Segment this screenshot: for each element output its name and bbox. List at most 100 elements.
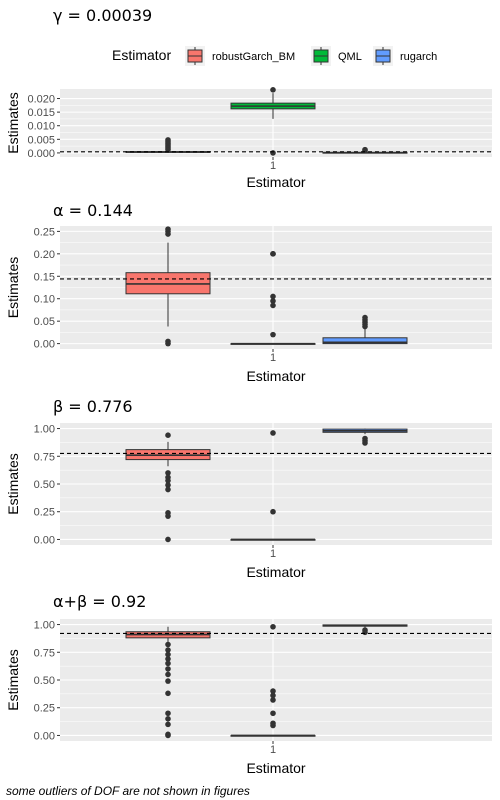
outlier-point (165, 432, 171, 439)
y-tick-label: 1.00 (34, 620, 55, 632)
outlier-point (165, 513, 171, 519)
y-tick-label: 0.20 (34, 249, 55, 261)
box-rugarch (322, 624, 408, 636)
panel-3: β = 0.776 0.00 0.25 0.50 0.75 1.00 1 Estimator E… (5, 397, 492, 580)
x-tick-label: 1 (270, 352, 276, 364)
x-axis-title: Estimator (246, 174, 305, 190)
x-tick-label: 1 (270, 744, 276, 756)
y-tick-label: 0.020 (27, 94, 55, 106)
outlier-point (270, 623, 276, 630)
y-tick-label: 0.25 (34, 226, 55, 238)
legend-entry-robustGarch_BM: robustGarch_BM (185, 46, 295, 66)
outlier-point (270, 688, 276, 694)
outlier-point (270, 150, 276, 156)
outlier-point (165, 231, 171, 237)
y-axis-title: Estimates (5, 257, 21, 318)
outlier-point (165, 482, 171, 488)
legend-entry-QML: QML (311, 46, 362, 66)
legend-label: robustGarch_BM (212, 51, 295, 63)
panel-title-symbol: α+β (53, 592, 87, 611)
legend-label: QML (338, 51, 362, 63)
x-tick-label: 1 (270, 160, 276, 172)
outlier-point (165, 656, 171, 662)
outlier-point (270, 508, 276, 515)
box-QML (230, 87, 316, 156)
box-robustGarch_BM (125, 226, 211, 347)
outlier-point (165, 477, 171, 484)
outlier-point (165, 690, 171, 697)
y-tick-label: 0.25 (34, 703, 55, 715)
box-QML (230, 251, 316, 345)
outlier-point (165, 716, 171, 722)
y-tick-label: 0.015 (27, 107, 55, 119)
outlier-point (270, 722, 276, 729)
x-axis-title: Estimator (246, 368, 305, 384)
x-axis-title: Estimator (246, 564, 305, 580)
outlier-point (165, 651, 171, 658)
y-tick-label: 0.00 (34, 534, 55, 546)
legend: Estimator robustGarch_BM QML rugarch (112, 46, 437, 66)
outlier-point (165, 710, 171, 717)
panel-title-equals: = (87, 592, 111, 611)
panel-4: α+β = 0.92 0.00 0.25 0.50 0.75 1.00 1 Estimator… (5, 592, 492, 776)
outlier-point (362, 440, 368, 446)
outlier-point (270, 302, 276, 309)
outlier-point (270, 710, 276, 717)
panel-title-symbol: γ (53, 6, 62, 25)
outlier-point (165, 678, 171, 684)
outlier-point (165, 647, 171, 653)
outlier-point (362, 146, 368, 153)
panel-title-value: 0.776 (87, 397, 133, 416)
panel-title-value: 0.00039 (86, 6, 152, 25)
y-tick-label: 0.75 (34, 647, 55, 659)
y-axis-title: Estimates (5, 92, 21, 153)
y-tick-label: 0.25 (34, 507, 55, 519)
outlier-point (165, 340, 171, 347)
panel-title-symbol: α (53, 201, 64, 220)
panel-title-value: 0.92 (111, 592, 147, 611)
y-tick-label: 0.00 (34, 730, 55, 742)
outlier-point (270, 293, 276, 300)
outlier-point (270, 298, 276, 304)
y-tick-label: 0.50 (34, 479, 55, 491)
box-QML (230, 430, 316, 541)
box-rugarch (322, 428, 408, 446)
outlier-point (270, 697, 276, 703)
panel-title-equals: = (63, 397, 87, 416)
outlier-point (165, 721, 171, 728)
outlier-point (165, 660, 171, 667)
y-tick-label: 0.010 (27, 121, 55, 133)
outlier-point (165, 486, 171, 493)
x-tick-label: 1 (270, 548, 276, 560)
panel-title-value: 0.144 (87, 201, 133, 220)
y-tick-label: 0.50 (34, 675, 55, 687)
outlier-point (362, 629, 368, 636)
box-QML (230, 623, 316, 737)
panel-title-equals: = (62, 6, 86, 25)
outlier-point (165, 671, 171, 678)
outlier-point (165, 536, 171, 543)
y-tick-label: 0.000 (27, 148, 55, 160)
box-iqr (322, 337, 408, 345)
legend-entry-rugarch: rugarch (373, 46, 437, 66)
y-tick-label: 0.00 (34, 339, 55, 351)
y-tick-label: 0.005 (27, 134, 55, 146)
x-axis-title: Estimator (246, 760, 305, 776)
y-tick-label: 1.00 (34, 424, 55, 436)
box-robustGarch_BM (125, 626, 211, 739)
panel-title-equals: = (64, 201, 88, 220)
panel-title: β = 0.776 (53, 397, 133, 416)
caption: some outliers of DOF are not shown in fi… (6, 784, 250, 798)
box-rugarch (322, 314, 408, 345)
box-robustGarch_BM (125, 432, 211, 543)
outlier-point (270, 692, 276, 699)
panel-title: α = 0.144 (53, 201, 133, 220)
outlier-point (165, 137, 171, 143)
outlier-point (165, 641, 171, 648)
y-tick-label: 0.75 (34, 451, 55, 463)
panel-2: α = 0.144 0.00 0.05 0.10 0.15 0.20 0.25 1 Estima… (5, 201, 492, 384)
legend-label: rugarch (400, 51, 437, 63)
panel-title: γ = 0.00039 (53, 6, 152, 25)
